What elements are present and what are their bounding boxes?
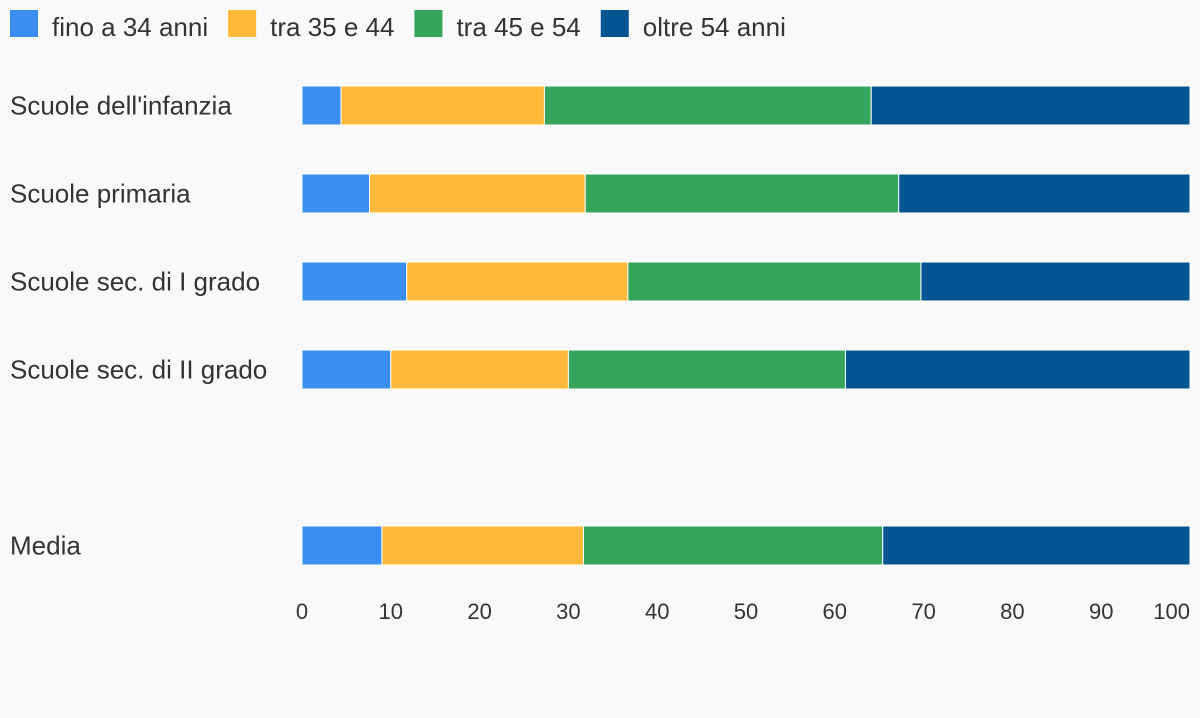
legend-swatch-oltre-54-anni	[600, 10, 629, 37]
bar-scuole-sec-di-ii-grado-fino-a-34-anni	[301, 349, 392, 390]
x-tick-label-0: 0	[296, 599, 308, 624]
category-label-scuole-sec-di-i-grado: Scuole sec. di I grado	[10, 267, 260, 297]
bar-scuole-sec-di-i-grado-tra-45-e-54	[627, 261, 922, 302]
legend: fino a 34 anni tra 35 e 44 tra 45 e 54 oltr…	[10, 10, 786, 42]
bar-scuole-dell-infanzia-tra-45-e-54	[543, 85, 872, 126]
x-tick-label-80: 80	[1000, 599, 1024, 624]
bar-scuole-dell-infanzia-oltre-54-anni	[870, 85, 1191, 126]
legend-swatch-tra-45-e-54	[414, 10, 443, 37]
bar-media-tra-45-e-54	[582, 525, 884, 566]
legend-label-oltre-54-anni: oltre 54 anni	[643, 12, 786, 42]
category-labels: Scuole dell'infanzia Scuole primaria Scuol…	[10, 91, 267, 561]
x-tick-label-50: 50	[734, 599, 758, 624]
legend-swatch-tra-35-e-44	[228, 10, 257, 37]
bar-scuole-primaria-tra-35-e-44	[368, 173, 586, 214]
bar-media-tra-35-e-44	[381, 525, 584, 566]
bar-scuole-primaria-fino-a-34-anni	[301, 173, 370, 214]
x-tick-label-10: 10	[379, 599, 403, 624]
bar-scuole-sec-di-ii-grado-tra-45-e-54	[567, 349, 846, 390]
bar-scuole-primaria-oltre-54-anni	[898, 173, 1191, 214]
category-label-scuole-dell-infanzia: Scuole dell'infanzia	[10, 91, 232, 121]
category-label-media: Media	[10, 531, 81, 561]
bar-media-oltre-54-anni	[882, 525, 1191, 566]
x-tick-label-100: 100	[1153, 599, 1190, 624]
category-label-scuole-primaria: Scuole primaria	[10, 179, 191, 209]
bar-scuole-sec-di-i-grado-fino-a-34-anni	[301, 261, 408, 302]
legend-label-tra-35-e-44: tra 35 e 44	[270, 12, 394, 42]
bar-scuole-dell-infanzia-fino-a-34-anni	[301, 85, 342, 126]
bars	[301, 85, 1191, 566]
legend-label-fino-a-34-anni: fino a 34 anni	[52, 12, 208, 42]
legend-label-tra-45-e-54: tra 45 e 54	[456, 12, 580, 42]
bar-scuole-dell-infanzia-tra-35-e-44	[340, 85, 545, 126]
bar-scuole-sec-di-i-grado-tra-35-e-44	[406, 261, 629, 302]
bar-scuole-sec-di-i-grado-oltre-54-anni	[920, 261, 1191, 302]
x-tick-label-70: 70	[911, 599, 935, 624]
legend-swatch-fino-a-34-anni	[10, 10, 38, 37]
x-tick-label-90: 90	[1089, 599, 1113, 624]
bar-scuole-sec-di-ii-grado-oltre-54-anni	[844, 349, 1191, 390]
category-label-scuole-sec-di-ii-grado: Scuole sec. di II grado	[10, 355, 267, 385]
x-tick-label-30: 30	[556, 599, 580, 624]
bar-scuole-primaria-tra-45-e-54	[584, 173, 900, 214]
bar-scuole-sec-di-ii-grado-tra-35-e-44	[390, 349, 569, 390]
x-tick-label-20: 20	[467, 599, 491, 624]
x-tick-label-60: 60	[823, 599, 847, 624]
bar-media-fino-a-34-anni	[301, 525, 383, 566]
x-axis: 0 10 20 30 40 50 60 70 80 90 100	[296, 599, 1190, 624]
x-tick-label-40: 40	[645, 599, 669, 624]
